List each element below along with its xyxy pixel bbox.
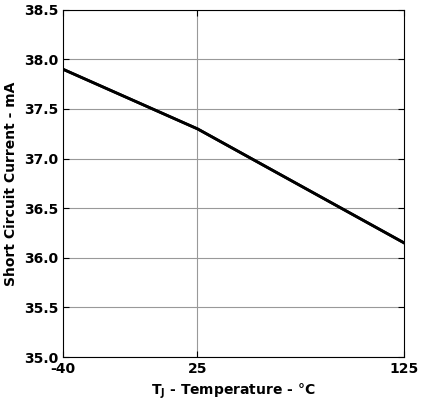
X-axis label: $\mathregular{T_J}$ - Temperature - °C: $\mathregular{T_J}$ - Temperature - °C (151, 382, 316, 401)
Y-axis label: Short Circuit Current - mA: Short Circuit Current - mA (4, 81, 18, 286)
